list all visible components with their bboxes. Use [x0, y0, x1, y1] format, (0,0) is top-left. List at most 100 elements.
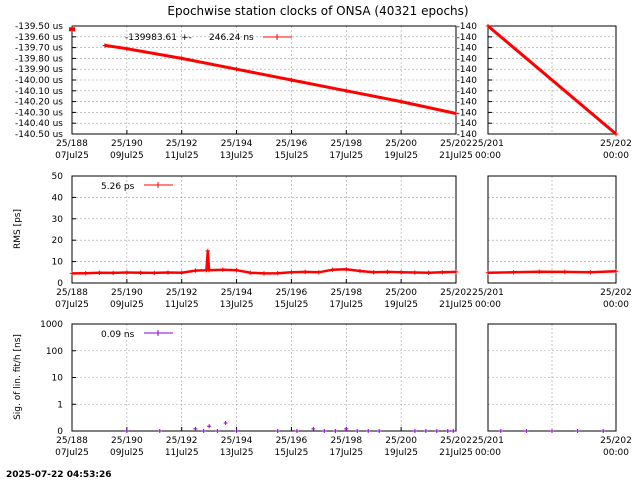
clock-main-point — [398, 99, 404, 104]
clock-zoom-ytick-label: -140 — [457, 98, 478, 108]
sig-ylabel: Sig. of lin. fit/h [ns] — [13, 334, 23, 420]
clock-main-xtick-label-date: 11Jul25 — [165, 151, 199, 161]
rms-main-xtick-label: 25/192 — [166, 288, 198, 298]
rms-main-xtick-label-date: 09Jul25 — [110, 300, 144, 310]
sig-main-ytick-label: 10 — [52, 374, 64, 384]
sig-main-point — [377, 429, 382, 433]
rms-zoom-point — [511, 270, 516, 275]
sig-main-point — [157, 429, 162, 433]
clock-zoom-ytick-label: -140 — [457, 108, 478, 118]
sig-main-point — [215, 429, 220, 433]
rms-main-point — [440, 270, 445, 275]
rms-zoom-xtick-label-date: 00:00 — [475, 300, 501, 310]
rms-main-xtick-label: 25/198 — [330, 288, 362, 298]
rms-main-xtick-label: 25/200 — [385, 288, 417, 298]
rms-zoom-frame — [487, 175, 617, 284]
sig-main-point — [423, 429, 428, 433]
sig-zoom-point — [498, 429, 503, 433]
clock-zoom-xtick-label-date: 00:00 — [475, 151, 501, 161]
clock-zoom-point — [613, 131, 619, 137]
rms-main-xtick-label: 25/188 — [56, 288, 88, 298]
rms-main-ytick-label: 40 — [52, 193, 64, 203]
rms-main-point — [385, 269, 390, 275]
sig-main-xtick-label: 25/190 — [111, 436, 143, 446]
sig-main-xtick-label: 25/192 — [166, 436, 198, 446]
sig-zoom-xtick-label: 25/202 — [600, 436, 632, 446]
sig-zoom-xtick-label-date: 00:00 — [475, 448, 501, 458]
clock-main-ytick-label: -140.40 us — [15, 119, 63, 129]
sig-legend-marker — [155, 330, 161, 336]
sig-main-point — [311, 426, 316, 431]
rms-main-point — [357, 268, 363, 274]
rms-main-point — [110, 270, 116, 276]
sig-main-xtick-label-date: 11Jul25 — [165, 448, 199, 458]
rms-main-point — [412, 270, 418, 275]
sig-main-xtick-label-date: 09Jul25 — [110, 448, 144, 458]
sig-main-point — [234, 429, 239, 433]
clock-main-ytick-label: -139.90 us — [15, 65, 63, 75]
sig-main-point — [344, 426, 349, 431]
clock-main-point — [344, 88, 349, 93]
rms-zoom-xtick-label: 25/201 — [472, 288, 504, 298]
rms-main-point — [193, 268, 198, 273]
rms-main-xtick-label-date: 21Jul25 — [439, 300, 473, 310]
rms-main-ytick-label: 0 — [57, 279, 63, 289]
rms-main-point — [220, 267, 226, 272]
rms-main-point — [371, 270, 376, 275]
rms-main-point — [302, 269, 308, 275]
rms-main-point — [97, 270, 102, 275]
sig-zoom-xtick-label-date: 00:00 — [603, 448, 629, 458]
sig-main-xtick-label: 25/202 — [440, 436, 472, 446]
clock-main-xtick-label-date: 17Jul25 — [329, 151, 363, 161]
rms-main-point — [426, 270, 431, 275]
rms-main-point — [179, 270, 184, 275]
sig-main-xtick-label-date: 21Jul25 — [439, 448, 473, 458]
rms-zoom-point — [562, 269, 567, 275]
sig-main-xtick-label: 25/198 — [330, 436, 362, 446]
sig-main-xtick-label: 25/196 — [276, 436, 308, 446]
rms-ylabel: RMS [ps] — [13, 209, 23, 249]
clock-legend-value: -139983.61 — [125, 33, 177, 43]
rms-main-xtick-label-date: 07Jul25 — [55, 300, 89, 310]
rms-zoom-point — [485, 270, 491, 275]
sig-main-point — [124, 429, 129, 433]
clock-zoom-xtick-label-date: 00:00 — [603, 151, 629, 161]
rms-main-ytick-label: 50 — [52, 172, 64, 182]
sig-main-point — [207, 424, 212, 429]
rms-main-point — [330, 267, 335, 272]
sig-main-point — [223, 420, 228, 425]
clock-main-xtick-label-date: 07Jul25 — [55, 151, 89, 161]
rms-main-point — [453, 269, 459, 275]
clock-main-point — [289, 77, 294, 83]
clock-main-xtick-label-date: 15Jul25 — [275, 151, 309, 161]
clock-main-ytick-label: -139.60 us — [15, 33, 63, 43]
sig-main-point — [193, 426, 198, 431]
sig-main-point — [434, 429, 439, 433]
sig-main-ytick-label: 100 — [46, 347, 63, 357]
clock-main-ytick-label: -140.20 us — [15, 98, 63, 108]
rms-main-xtick-label-date: 17Jul25 — [329, 300, 363, 310]
clock-legend-marker — [274, 34, 280, 40]
rms-main-point — [275, 270, 280, 276]
rms-main-point — [344, 267, 349, 272]
clock-zoom-ytick-label: -140 — [457, 44, 478, 54]
rms-zoom-series — [487, 269, 617, 274]
clock-main-xtick-label-date: 09Jul25 — [110, 151, 144, 161]
rms-main-point — [205, 248, 210, 254]
sig-main-point — [294, 429, 299, 433]
sig-main-xtick-label-date: 17Jul25 — [329, 448, 363, 458]
clock-main-ytick-label: -140.00 us — [15, 76, 63, 86]
sig-main-xtick-label-date: 07Jul25 — [55, 448, 89, 458]
rms-main-ytick-label: 20 — [52, 236, 64, 246]
rms-main-xtick-label: 25/190 — [111, 288, 143, 298]
sig-legend-value: 0.09 ns — [101, 330, 135, 340]
sig-main-point — [366, 429, 371, 433]
clock-main-xtick-label-date: 19Jul25 — [384, 151, 418, 161]
rms-main-xtick-label-date: 19Jul25 — [384, 300, 418, 310]
rms-main-point — [69, 271, 75, 276]
sig-main-xtick-label: 25/194 — [221, 436, 253, 446]
rms-main-point — [248, 270, 253, 275]
clock-main-xtick-label-date: 13Jul25 — [220, 151, 254, 161]
clock-zoom-ytick-label: -140 — [457, 119, 478, 129]
